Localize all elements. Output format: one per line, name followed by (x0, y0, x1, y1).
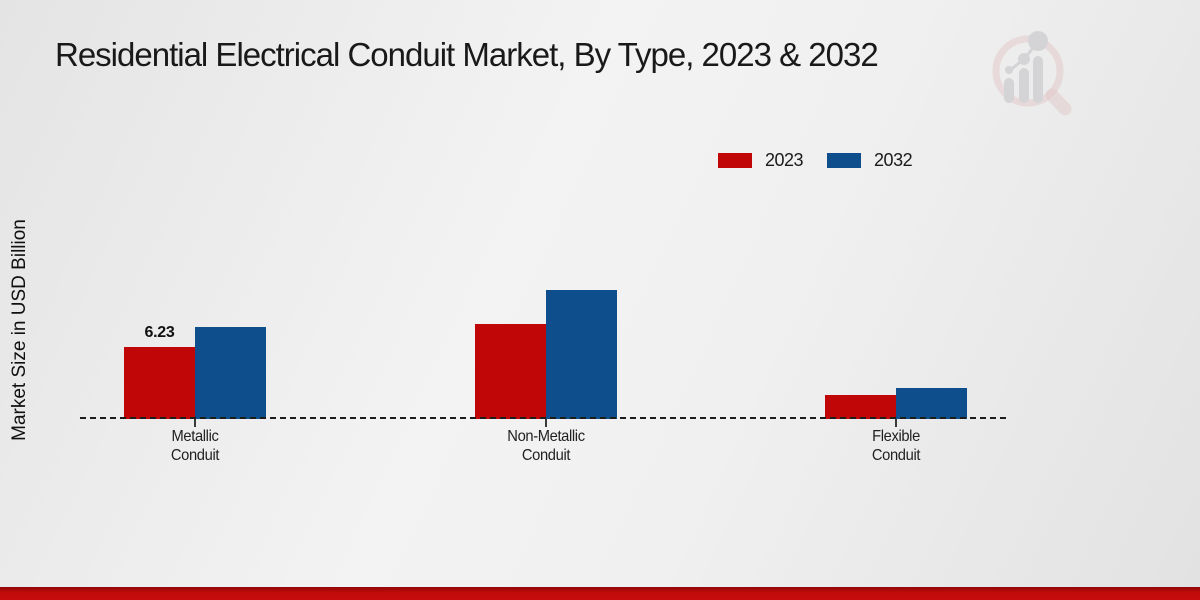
category-label-non-metallic-conduit: Non-Metallic Conduit (445, 427, 647, 465)
bar-2023-non-metallic-conduit (475, 324, 546, 419)
bar-2032-metallic-conduit (195, 327, 266, 419)
category-label-line: Metallic (171, 428, 219, 445)
category-label-line: Conduit (170, 447, 220, 464)
x-axis-tick-non-metallic-conduit (545, 419, 547, 427)
legend: 2023 2032 (718, 150, 936, 171)
chart-title: Residential Electrical Conduit Market, B… (55, 36, 879, 73)
market-research-future-logo-watermark (992, 31, 1072, 116)
data-label-2023-metallic-conduit: 6.23 (144, 324, 175, 341)
category-label-metallic-conduit: Metallic Conduit (94, 427, 296, 465)
bar-2023-flexible-conduit (825, 395, 896, 419)
x-axis-tick-flexible-conduit (895, 419, 897, 427)
legend-label-2032: 2032 (874, 150, 913, 170)
x-axis-tick-metallic-conduit (194, 419, 196, 427)
bar-2023-metallic-conduit (124, 347, 195, 419)
legend-label-2023: 2023 (765, 150, 804, 170)
legend-swatch-2023 (718, 153, 752, 168)
x-axis-baseline (80, 417, 1006, 419)
category-label-flexible-conduit: Flexible Conduit (795, 427, 997, 465)
category-label-line: Conduit (521, 447, 571, 464)
legend-swatch-2032 (827, 153, 862, 168)
category-label-line: Conduit (871, 447, 921, 464)
bottom-accent-bar (0, 587, 1200, 600)
category-label-line: Flexible (872, 428, 920, 445)
bar-2032-non-metallic-conduit (546, 290, 617, 419)
category-label-line: Non-Metallic (507, 428, 585, 445)
bar-2032-flexible-conduit (896, 388, 967, 419)
